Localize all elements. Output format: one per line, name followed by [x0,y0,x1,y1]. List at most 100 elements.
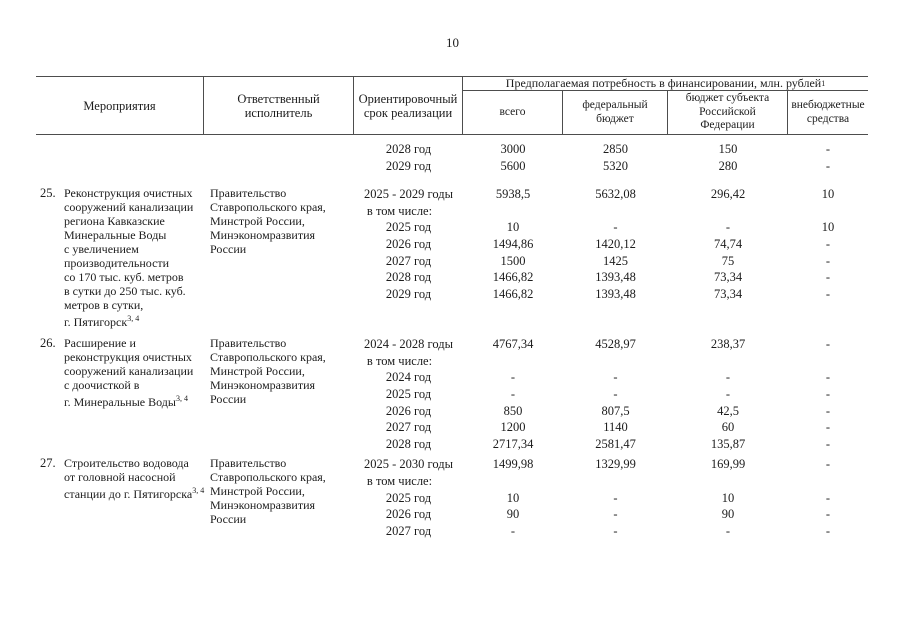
finance-row: в том числе: [354,473,868,490]
value-cell-total: 2717,34 [492,436,534,451]
executor-line: Правительство [210,336,287,351]
value-cell-federal: 1140 [603,420,628,435]
period-cell: 2024 год [385,370,432,385]
value-cell-extra: - [825,420,831,435]
value-cell-extra: - [825,158,831,173]
period-cell: 2025 - 2030 годы [363,457,453,472]
value-cell-regional: 296,42 [710,187,746,202]
header-col-extrabudget: внебюджетные средства [791,99,865,125]
value-cell-regional: 169,99 [710,457,746,472]
period-cell: 2025 - 2029 годы [363,187,453,202]
value-cell-regional [668,473,788,490]
value-cell-regional: - [725,523,731,538]
executor-line: Минстрой России, [210,484,305,499]
footnote-marker: 1 [821,79,826,88]
activity-line: Строительство водовода [64,456,189,471]
activity-text: Расширение и реконструкция очистных сооруж… [64,336,204,409]
value-cell-extra: - [825,142,831,156]
value-cell-regional [668,203,788,220]
finance-row: 2025 год - - - - [354,386,868,403]
finance-row: 2028 год 2717,34 2581,47 135,87 - [354,436,868,453]
executor-line: Минстрой России, [210,364,305,379]
finance-row: 2025 - 2030 годы 1499,98 1329,99 169,99 - [354,456,868,473]
period-cell: 2028 год [385,436,432,451]
activity-line: производительности [64,256,170,271]
value-cell-federal: 1393,48 [595,270,636,285]
finance-row: 2026 год 1494,86 1420,12 74,74 - [354,236,868,253]
executor-line: Правительство [210,456,287,471]
page-number: 10 [446,35,459,50]
value-cell-federal: 5632,08 [595,187,636,202]
footnote-marker: 3, 4 [192,486,205,496]
value-cell-total: 10 [506,220,520,235]
value-cell-extra: - [825,253,831,268]
value-cell-extra: - [825,386,831,401]
value-cell-regional: 74,74 [713,236,743,251]
activity-line: сооружений канализации [64,200,194,215]
finance-row: в том числе: [354,353,868,370]
value-cell-federal: - [613,386,618,401]
period-cell: 2026 год [385,507,432,522]
executor-line: Ставропольского края, [210,350,326,365]
finance-row: 2026 год 850 807,5 42,5 - [354,403,868,420]
finance-row: 2027 год 1500 1425 75 - [354,253,868,270]
value-cell-federal: - [613,507,618,522]
header-col-regional: бюджет субъекта Российской Федерации [668,91,788,134]
value-cell-regional: 150 [718,142,738,156]
value-cell-regional: 280 [718,158,738,173]
value-cell-regional: 60 [721,420,735,435]
finance-row: 2027 год - - - - [354,523,868,540]
finance-row: 2028 год 3000 2850 150 - [354,141,868,158]
period-cell: 2029 год [385,158,432,173]
activity-line: с увеличением [64,242,139,257]
header-executor: Ответственный исполнитель [204,77,354,134]
executor-line: Ставропольского края, [210,200,326,215]
table-item: 25. Реконструкция очистных сооружений кана… [36,186,868,329]
activity-text: Строительство водовода от головной насосн… [64,456,204,501]
item-number: 27. [40,456,56,471]
value-cell-total [463,473,563,490]
value-cell-total: 90 [506,507,520,522]
value-cell-federal [563,473,668,490]
value-cell-extra: - [825,286,831,301]
executor-line: Ставропольского края, [210,470,326,485]
value-cell-regional: - [725,220,731,235]
executor-line: Правительство [210,186,287,201]
executor-text: Правительство Ставропольского края, Минстр… [204,336,354,406]
activity-line: реконструкция очистных [64,350,192,365]
activity-line: с доочисткой в [64,378,140,393]
value-cell-federal [563,203,668,220]
value-cell-federal [563,353,668,370]
value-cell-total [463,353,563,370]
executor-text: Правительство Ставропольского края, Минстр… [204,456,354,526]
executor-line: Минстрой России, [210,214,305,229]
value-cell-regional: 75 [721,253,735,268]
finance-rows: 2028 год 3000 2850 150 - 2029 год 5600 5320 280 - [354,141,868,174]
value-cell-extra: - [825,236,831,251]
activity-line: Расширение и [64,336,136,351]
executor-line: России [210,512,247,527]
value-cell-regional: 73,34 [713,286,743,301]
value-cell-federal: 2850 [603,142,628,156]
table-item: 26. Расширение и реконструкция очистных соо… [36,336,868,452]
finance-rows: 2025 - 2030 годы 1499,98 1329,99 169,99 - в т… [354,456,868,539]
finance-row: 2024 год - - - - [354,369,868,386]
value-cell-total: 1500 [500,253,526,268]
period-cell: 2025 год [385,490,432,505]
value-cell-total: 5938,5 [495,187,531,202]
period-cell: 2028 год [385,270,432,285]
value-cell-extra: - [825,457,831,472]
header-period: Ориентировочный срок реализации [354,77,463,134]
period-cell: 2027 год [385,523,432,538]
activity-line: со 170 тыс. куб. метров [64,270,184,285]
period-cell: 2027 год [385,253,432,268]
period-cell: 2026 год [385,236,432,251]
value-cell-regional: 90 [721,507,735,522]
value-cell-federal: - [613,370,618,385]
value-cell-total: 3000 [500,142,526,156]
value-cell-federal: 1329,99 [595,457,636,472]
activity-line: региона Кавказские [64,214,165,229]
table-body: 2028 год 3000 2850 150 - 2029 год 5600 5320 280 -… [36,135,868,539]
activity-line: в сутки до 250 тыс. куб. [64,284,186,299]
